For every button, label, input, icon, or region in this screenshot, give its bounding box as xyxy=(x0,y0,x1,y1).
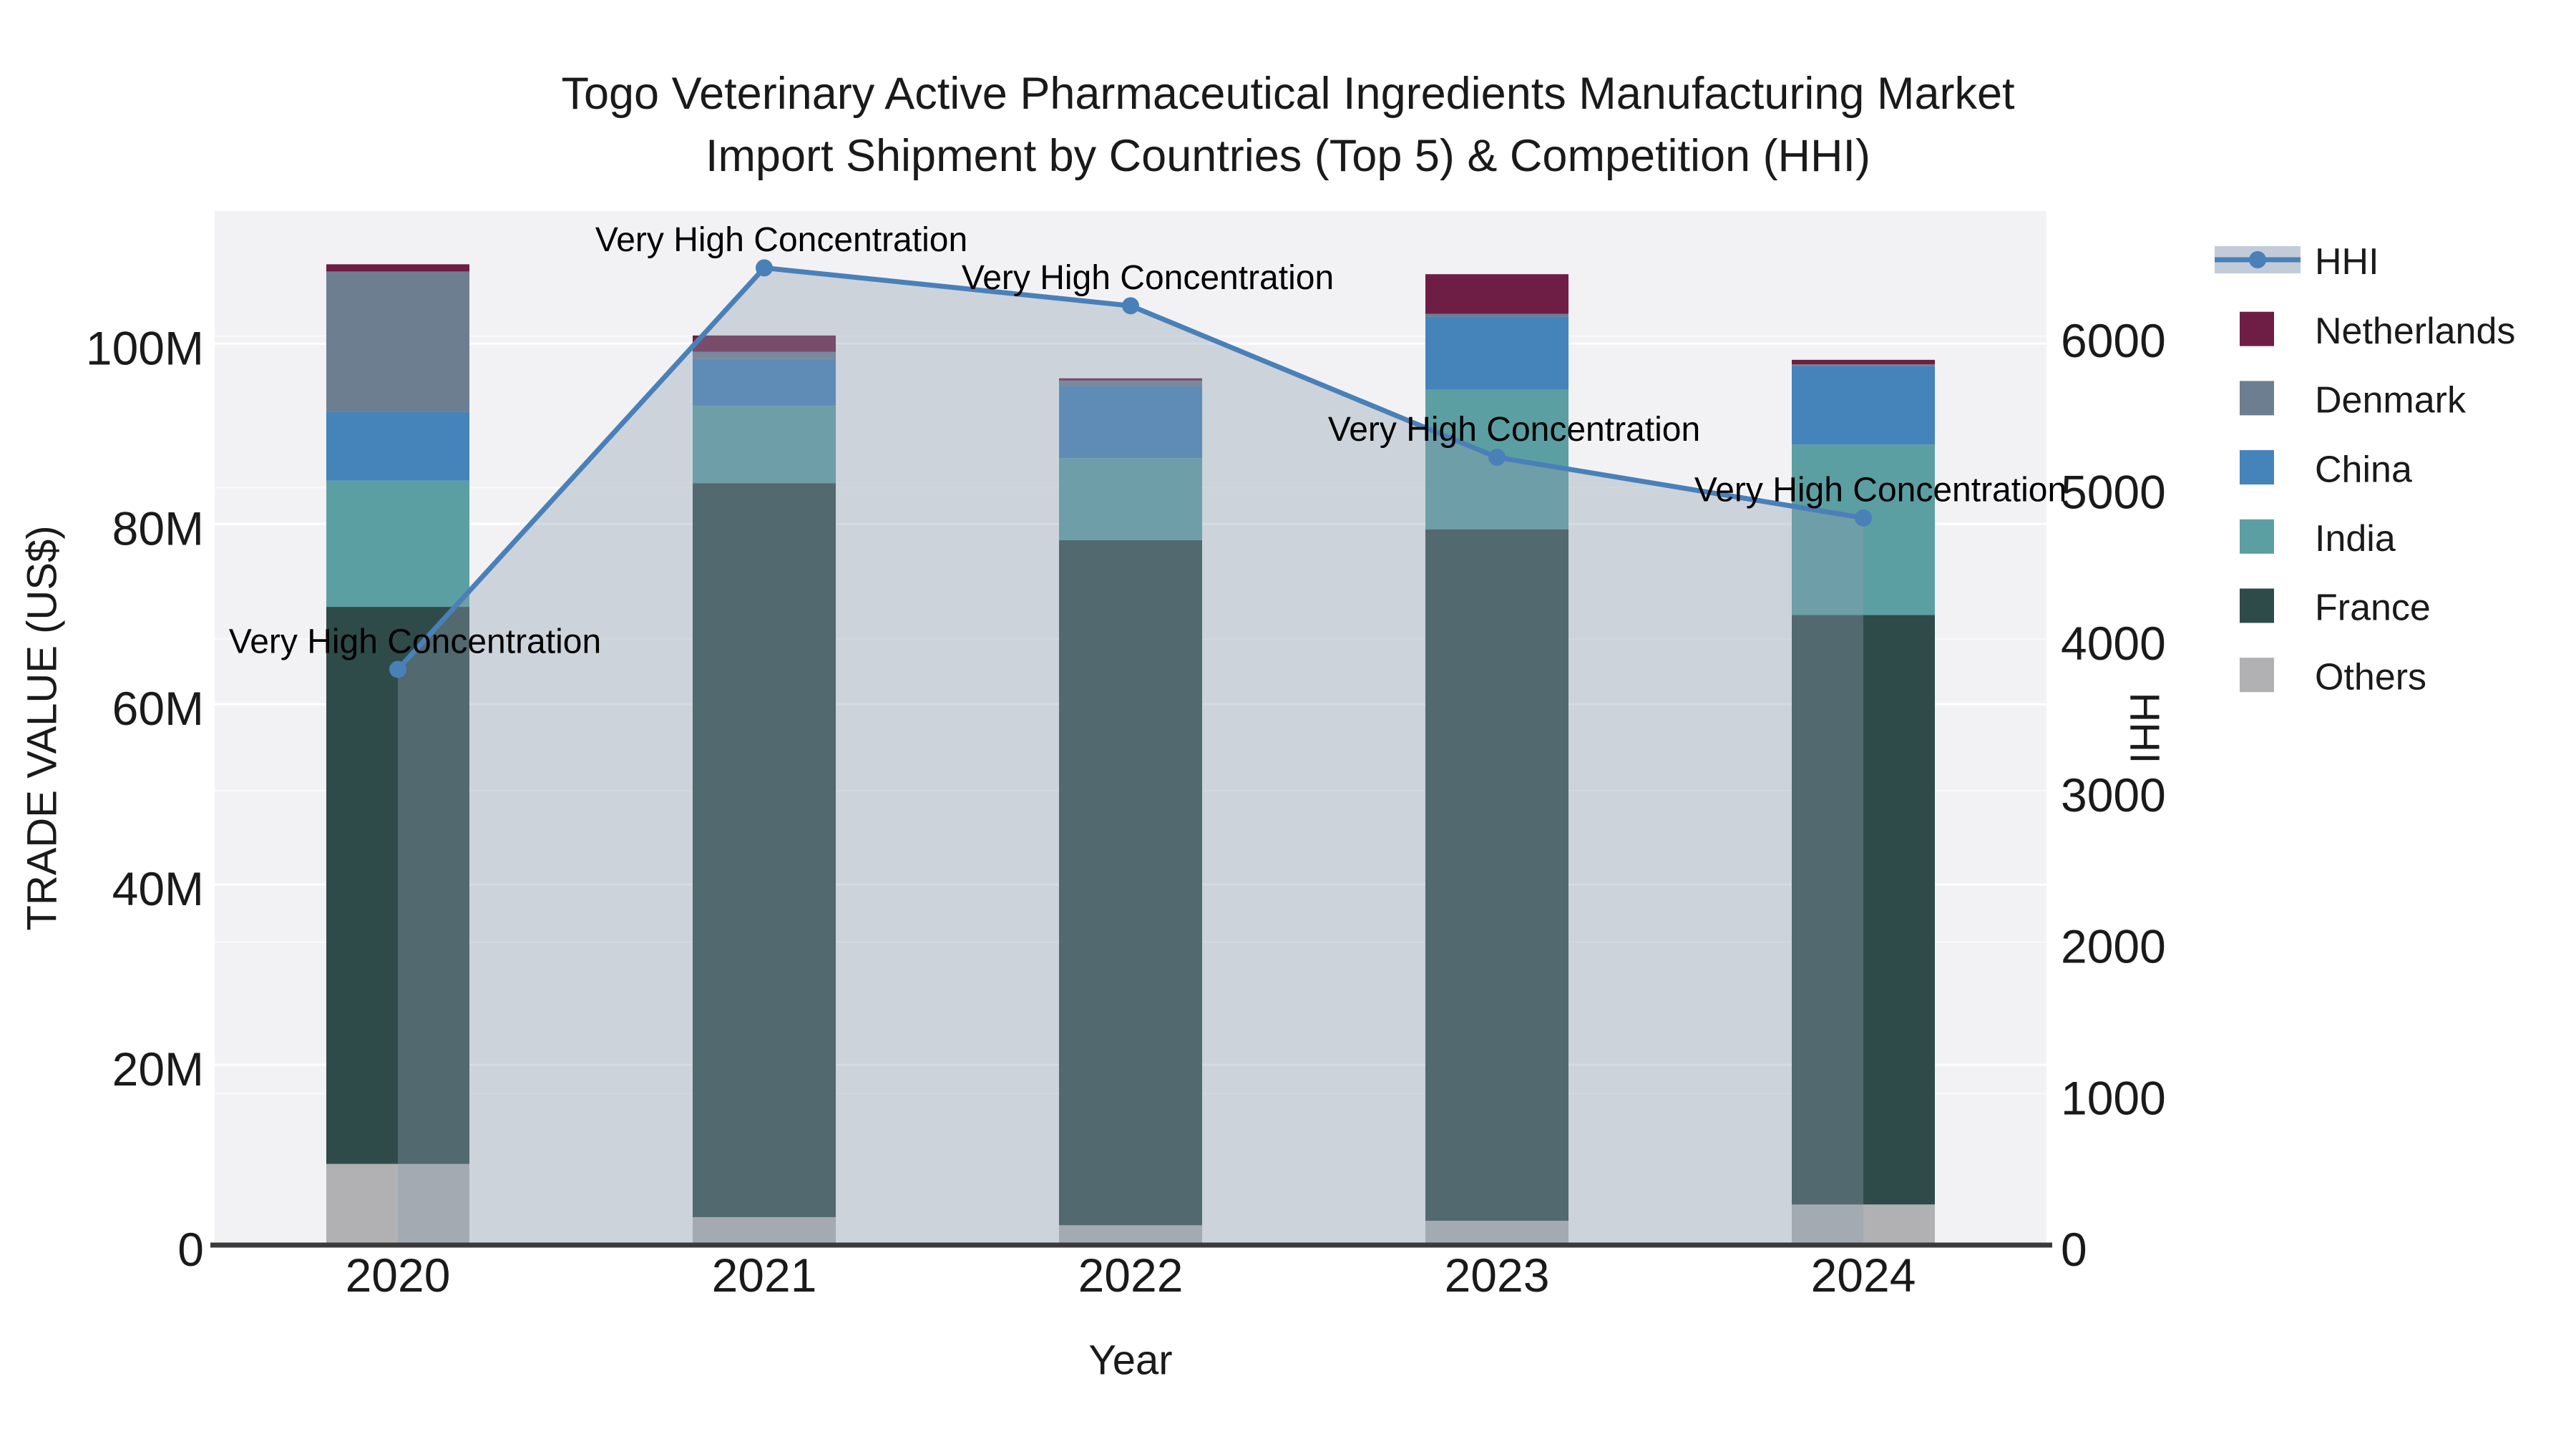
bar-segment-netherlands-2024[interactable] xyxy=(1792,359,1935,365)
bar-segment-china-2022[interactable] xyxy=(1059,386,1202,459)
bar-segment-india-2024[interactable] xyxy=(1792,444,1935,615)
bar-segment-france-2022[interactable] xyxy=(1059,540,1202,1226)
x-axis-title: Year xyxy=(1088,1337,1172,1383)
y-left-tick-0: 0 xyxy=(177,1223,204,1276)
y-right-axis-title: HHI xyxy=(2122,693,2168,764)
bar-segment-china-2024[interactable] xyxy=(1792,366,1935,445)
y-right-tick-5000: 5000 xyxy=(2061,465,2166,518)
legend-swatch-china[interactable] xyxy=(2240,450,2274,485)
legend-swatch-france[interactable] xyxy=(2240,588,2274,623)
legend-swatch-netherlands[interactable] xyxy=(2240,311,2274,346)
legend-label-netherlands[interactable]: Netherlands xyxy=(2315,311,2515,352)
bar-segment-china-2020[interactable] xyxy=(326,411,469,481)
bar-segment-others-2024[interactable] xyxy=(1792,1204,1935,1245)
hhi-annotation-2020: Very High Concentration xyxy=(229,623,601,660)
y-left-tick-80M: 80M xyxy=(112,502,204,555)
bar-segment-others-2021[interactable] xyxy=(693,1216,836,1245)
x-tick-2021: 2021 xyxy=(712,1249,817,1302)
bar-segment-denmark-2024[interactable] xyxy=(1792,364,1935,366)
chart-title-line1: Togo Veterinary Active Pharmaceutical In… xyxy=(561,69,2015,119)
x-tick-2022: 2022 xyxy=(1078,1249,1184,1302)
hhi-marker-2021[interactable] xyxy=(756,259,773,277)
hhi-annotation-2024: Very High Concentration xyxy=(1694,472,2067,509)
legend-label-china[interactable]: China xyxy=(2315,449,2412,490)
y-right-tick-1000: 1000 xyxy=(2061,1071,2166,1124)
hhi-area-fill xyxy=(398,268,1863,1245)
bar-segment-others-2020[interactable] xyxy=(326,1163,469,1245)
bar-segment-china-2021[interactable] xyxy=(693,358,836,406)
hhi-annotation-2023: Very High Concentration xyxy=(1328,411,1700,449)
legend-label-hhi[interactable]: HHI xyxy=(2315,241,2379,283)
bar-segment-netherlands-2020[interactable] xyxy=(326,264,469,272)
bar-segment-france-2020[interactable] xyxy=(326,607,469,1164)
bar-segment-netherlands-2023[interactable] xyxy=(1425,274,1568,314)
bar-segment-netherlands-2021[interactable] xyxy=(693,335,836,352)
legend-swatch-others[interactable] xyxy=(2240,658,2274,693)
bar-segment-france-2023[interactable] xyxy=(1425,529,1568,1221)
y-left-tick-60M: 60M xyxy=(112,682,204,735)
y-left-tick-20M: 20M xyxy=(112,1043,204,1096)
legend-hhi-marker[interactable] xyxy=(2249,251,2266,268)
x-tick-2024: 2024 xyxy=(1811,1249,1916,1302)
hhi-marker-2020[interactable] xyxy=(389,660,406,678)
bar-segment-france-2024[interactable] xyxy=(1792,615,1935,1205)
hhi-marker-2023[interactable] xyxy=(1488,449,1506,467)
legend-label-denmark[interactable]: Denmark xyxy=(2315,380,2467,421)
y-right-tick-3000: 3000 xyxy=(2061,769,2166,821)
bar-segment-denmark-2023[interactable] xyxy=(1425,313,1568,317)
hhi-marker-2022[interactable] xyxy=(1122,297,1139,315)
bar-segment-india-2021[interactable] xyxy=(693,406,836,484)
y-left-tick-100M: 100M xyxy=(86,321,204,374)
chart-title: Togo Veterinary Active Pharmaceutical In… xyxy=(0,63,2576,187)
y-right-tick-4000: 4000 xyxy=(2061,617,2166,670)
bar-segment-denmark-2021[interactable] xyxy=(693,351,836,359)
x-tick-2023: 2023 xyxy=(1445,1249,1550,1302)
bar-segment-india-2022[interactable] xyxy=(1059,458,1202,540)
y-left-axis-title: TRADE VALUE (US$) xyxy=(19,525,65,930)
legend-label-india[interactable]: India xyxy=(2315,518,2396,560)
hhi-annotation-2022: Very High Concentration xyxy=(962,259,1334,297)
legend-swatch-denmark[interactable] xyxy=(2240,381,2274,416)
y-left-tick-40M: 40M xyxy=(112,862,204,915)
bar-segment-netherlands-2022[interactable] xyxy=(1059,378,1202,381)
legend-swatch-india[interactable] xyxy=(2240,519,2274,554)
y-right-tick-0: 0 xyxy=(2061,1223,2087,1276)
legend-label-france[interactable]: France xyxy=(2315,587,2431,629)
hhi-marker-2024[interactable] xyxy=(1855,509,1872,527)
bar-segment-china-2023[interactable] xyxy=(1425,316,1568,390)
bar-segment-france-2021[interactable] xyxy=(693,483,836,1217)
legend-label-others[interactable]: Others xyxy=(2315,656,2426,698)
bar-segment-india-2020[interactable] xyxy=(326,480,469,608)
bar-segment-others-2023[interactable] xyxy=(1425,1220,1568,1245)
chart-title-line2: Import Shipment by Countries (Top 5) & C… xyxy=(705,131,1871,181)
bar-segment-denmark-2020[interactable] xyxy=(326,271,469,412)
y-right-tick-2000: 2000 xyxy=(2061,920,2166,973)
y-right-tick-6000: 6000 xyxy=(2061,314,2166,367)
bar-segment-denmark-2022[interactable] xyxy=(1059,380,1202,386)
x-tick-2020: 2020 xyxy=(346,1249,451,1302)
hhi-annotation-2021: Very High Concentration xyxy=(595,221,967,259)
bar-segment-others-2022[interactable] xyxy=(1059,1225,1202,1245)
